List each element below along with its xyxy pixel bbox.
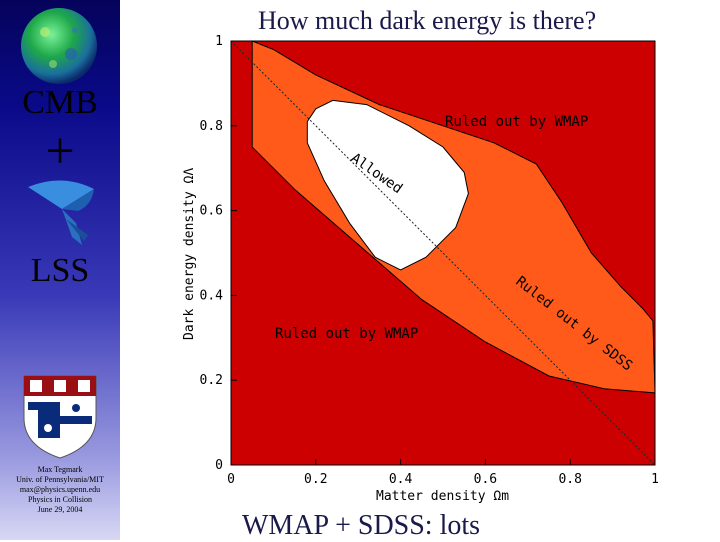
y-axis-ticks: 0 0.2 0.4 0.6 0.8 1 [200, 34, 237, 473]
slide-footer: WMAP + SDSS: lots [242, 510, 481, 541]
credit-line: Univ. of Pennsylvania/MIT [16, 475, 104, 484]
cmb-label: CMB [22, 84, 98, 121]
x-tick-label: 0.6 [474, 472, 497, 487]
x-tick-label: 0.8 [558, 472, 581, 487]
university-shield-logo [23, 375, 97, 459]
y-tick-label: 0.8 [200, 119, 223, 134]
lss-label: LSS [30, 252, 90, 289]
plot-frame [230, 40, 656, 466]
omega-constraint-chart: 0 0.2 0.4 0.6 0.8 1 0 0.2 0.4 0.6 0.8 1 Matter den… [182, 34, 659, 504]
credit-line: Max Tegmark [37, 465, 83, 474]
ruled-out-bottom-label: Ruled out by WMAP [275, 326, 418, 342]
y-tick-label: 1 [215, 34, 223, 49]
slide-title: How much dark energy is there? [258, 6, 597, 35]
x-tick-label: 0.4 [389, 472, 413, 487]
y-tick-label: 0 [215, 458, 223, 473]
credit-line: June 29, 2004 [37, 505, 83, 514]
credit-line: max@physics.upenn.edu [19, 485, 101, 494]
x-tick-label: 0.2 [304, 472, 327, 487]
x-tick-label: 0 [227, 472, 235, 487]
credit-line: Physics in Collision [27, 495, 92, 504]
ruled-out-top-label: Ruled out by WMAP [445, 114, 588, 130]
y-tick-label: 0.4 [200, 288, 224, 303]
x-axis-title: Matter density Ωm [376, 489, 509, 504]
y-axis-title: Dark energy density ΩΛ [182, 168, 197, 340]
x-tick-label: 1 [651, 472, 659, 487]
y-tick-label: 0.2 [200, 373, 223, 388]
lss-survey-wedge-icon [28, 180, 94, 245]
allowed-region [306, 99, 469, 271]
sidebar: CMB + LSS Max Tegmark Univ. of Pennsylva… [0, 0, 120, 540]
x-axis-ticks: 0 0.2 0.4 0.6 0.8 1 [227, 459, 659, 487]
plus-sign: + [45, 123, 75, 180]
cmb-sphere-icon [21, 8, 97, 84]
y-tick-label: 0.6 [200, 204, 223, 219]
credits-block: Max Tegmark Univ. of Pennsylvania/MIT ma… [0, 465, 120, 515]
